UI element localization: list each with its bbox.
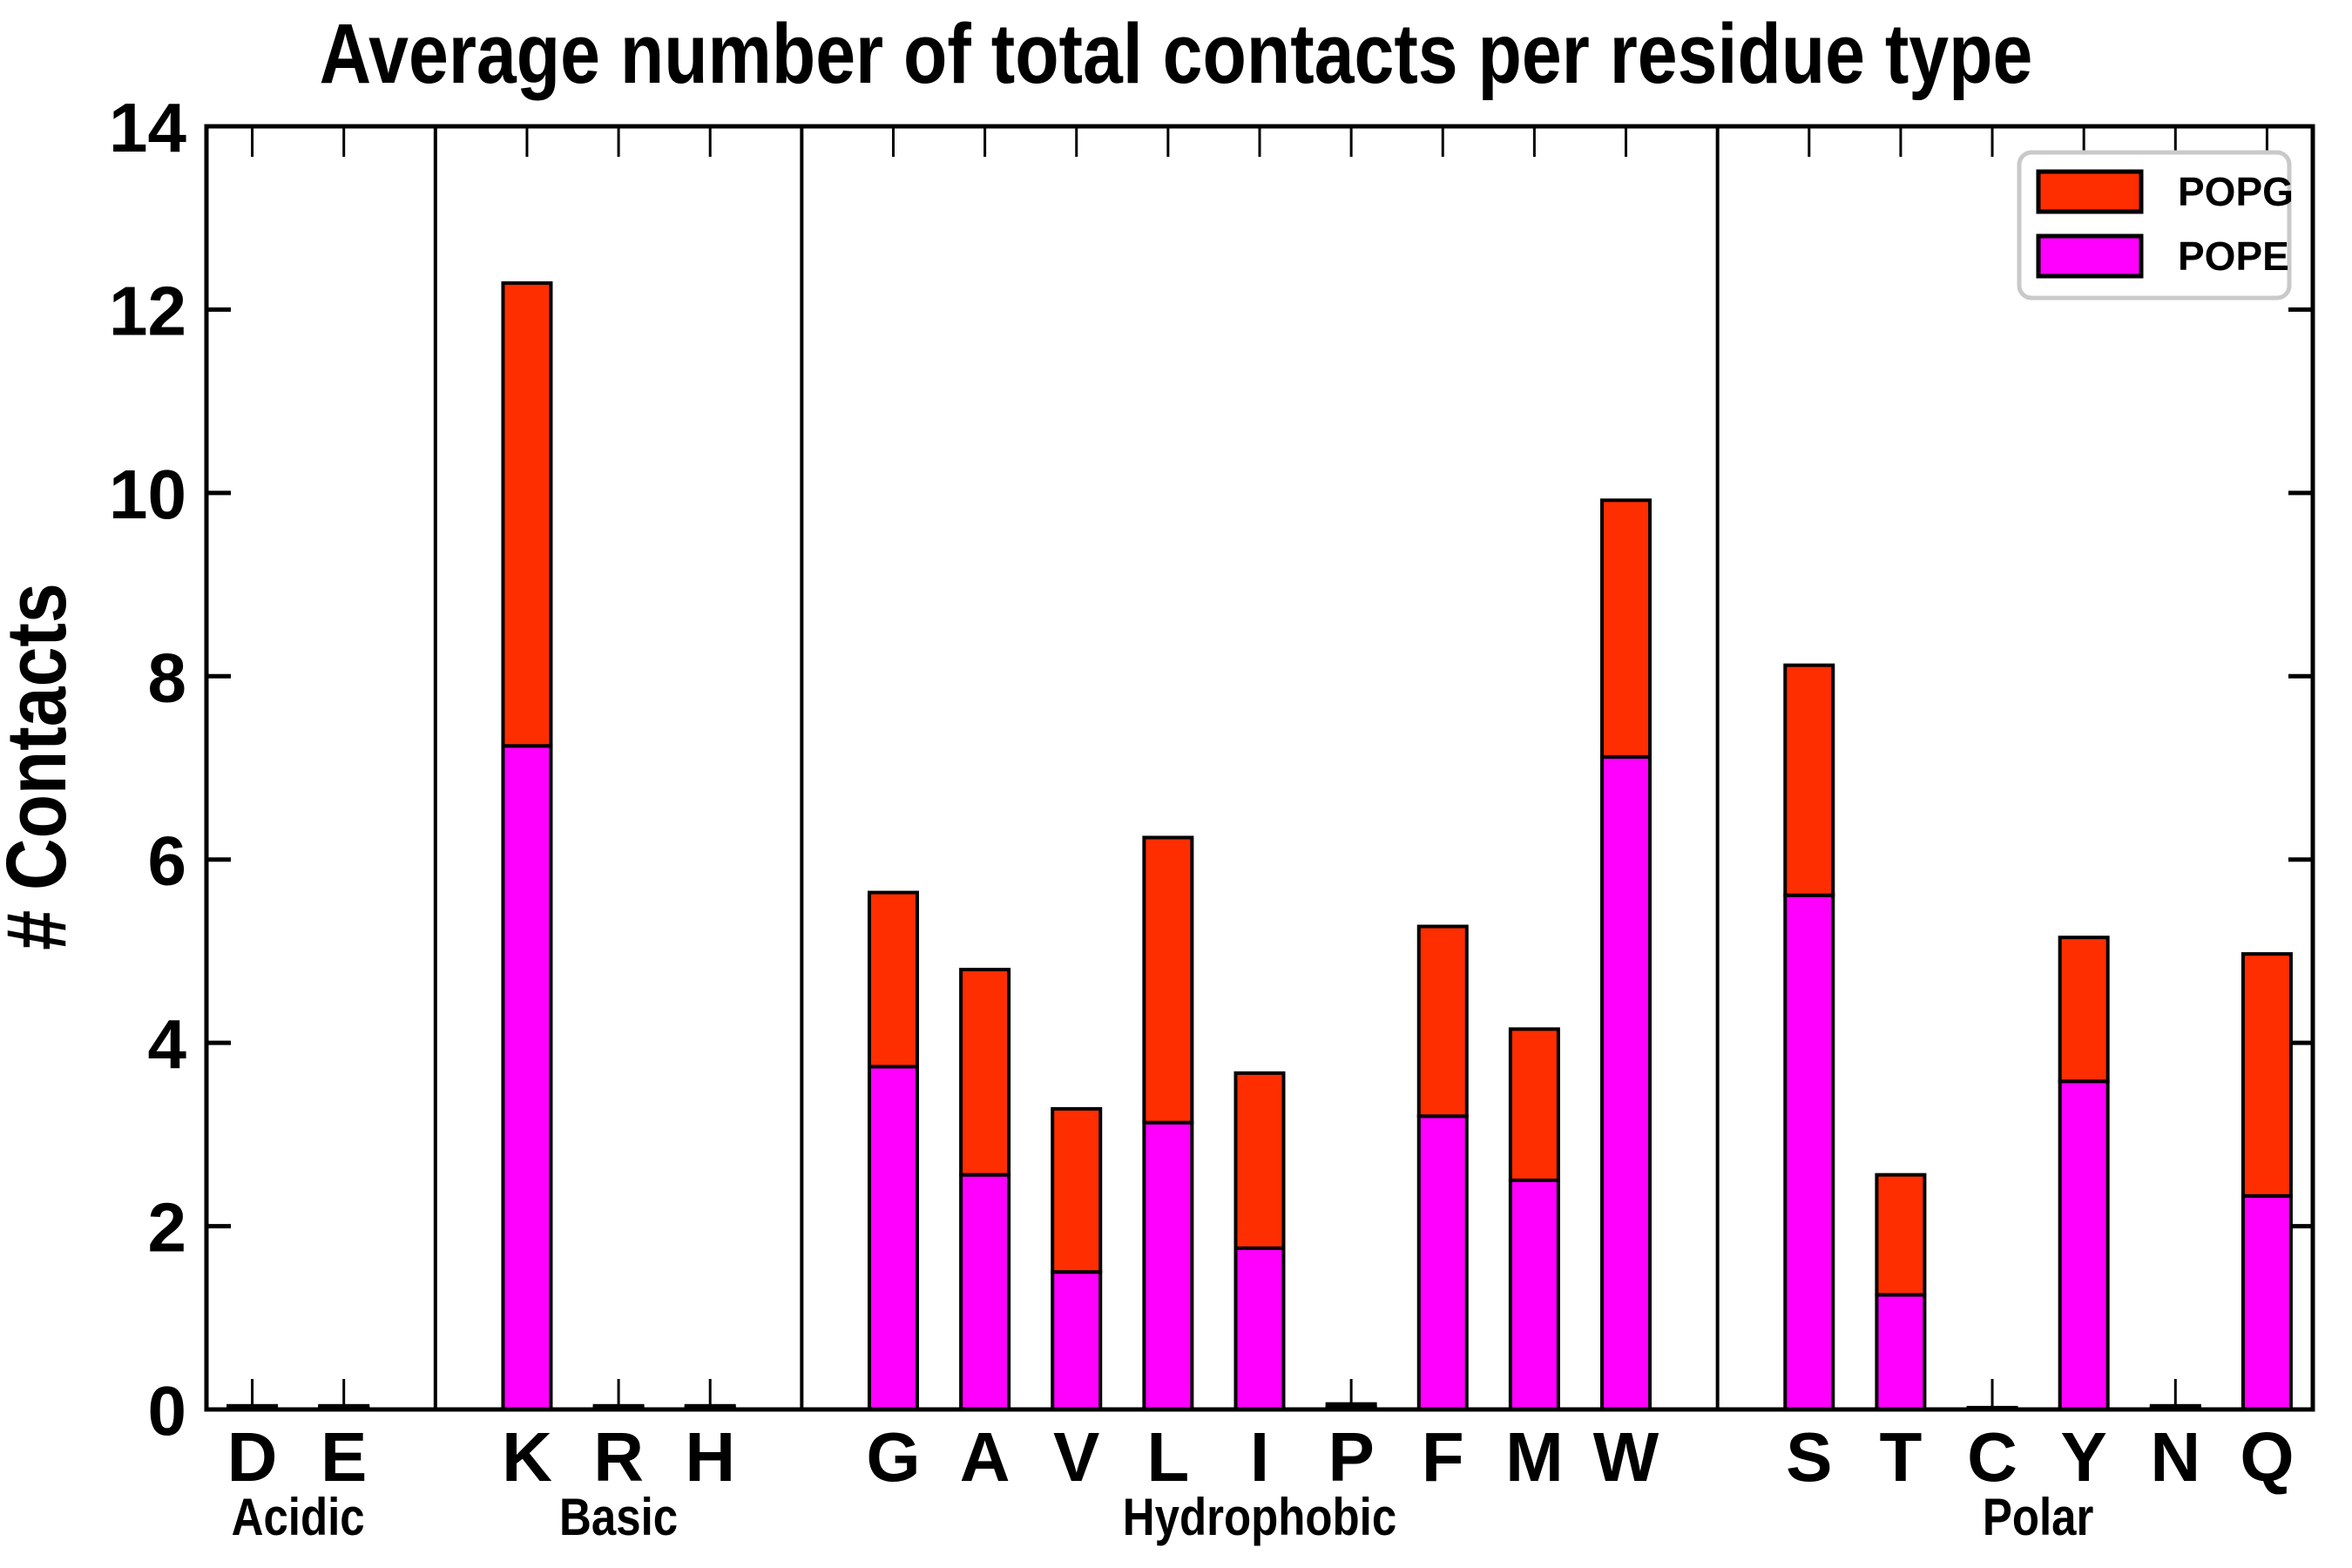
y-axis-label: # Contacts [0, 583, 84, 950]
bar-Y-popg [2058, 936, 2110, 1084]
bar-Q-pope [2240, 1193, 2293, 1411]
bar-F-pope [1416, 1114, 1469, 1412]
bar-G-pope [867, 1064, 919, 1411]
bar-T-popg [1875, 1173, 1927, 1297]
x-category-label-A: A [960, 1418, 1010, 1496]
y-tick-label: 8 [148, 639, 187, 716]
bar-L-popg [1142, 835, 1194, 1125]
bar-Y-pope [2058, 1079, 2110, 1412]
x-category-label-H: H [685, 1418, 735, 1496]
x-category-label-R: R [593, 1418, 644, 1496]
x-category-label-F: F [1422, 1418, 1464, 1496]
y-tick-label: 14 [109, 89, 186, 166]
legend-swatch-pope [2036, 233, 2144, 279]
y-tick-label: 12 [109, 272, 186, 349]
x-category-label-E: E [321, 1418, 367, 1496]
y-tick-label: 10 [109, 456, 186, 533]
x-category-label-M: M [1505, 1418, 1564, 1496]
bar-K-pope [501, 744, 553, 1411]
y-tick-label: 4 [148, 1005, 187, 1083]
x-category-label-N: N [2150, 1418, 2200, 1496]
group-label-acidic: Acidic [232, 1488, 365, 1546]
x-category-label-P: P [1328, 1418, 1374, 1496]
x-category-label-W: W [1593, 1418, 1659, 1496]
bar-G-popg [867, 890, 919, 1069]
group-label-polar: Polar [1983, 1488, 2094, 1546]
x-category-label-K: K [502, 1418, 552, 1496]
y-tick-label: 2 [148, 1189, 187, 1267]
bar-Q-popg [2240, 952, 2293, 1198]
x-category-label-C: C [1967, 1418, 2017, 1496]
x-category-label-T: T [1879, 1418, 1922, 1496]
bar-S-popg [1783, 663, 1835, 897]
x-category-label-L: L [1146, 1418, 1189, 1496]
plot-frame [204, 124, 2315, 1412]
legend-label-popg: POPG [2178, 169, 2294, 214]
bar-S-pope [1783, 893, 1835, 1411]
y-tick-label: 0 [148, 1372, 187, 1450]
bar-W-popg [1600, 498, 1652, 759]
bar-T-pope [1875, 1293, 1927, 1412]
x-category-label-G: G [866, 1418, 920, 1496]
bar-I-popg [1233, 1071, 1286, 1250]
x-category-label-D: D [227, 1418, 278, 1496]
bar-P-popg [1325, 1402, 1377, 1409]
bar-V-popg [1051, 1106, 1103, 1274]
bar-I-pope [1233, 1246, 1286, 1412]
bar-L-pope [1142, 1120, 1194, 1412]
bar-K-popg [501, 280, 553, 748]
legend-swatch-popg [2036, 169, 2144, 214]
bar-M-popg [1508, 1027, 1560, 1182]
x-category-label-Y: Y [2060, 1418, 2106, 1496]
bar-V-pope [1051, 1270, 1103, 1412]
legend-label-pope: POPE [2178, 233, 2289, 279]
bar-A-popg [959, 967, 1011, 1177]
x-category-label-V: V [1053, 1418, 1099, 1496]
x-category-label-S: S [1786, 1418, 1832, 1496]
plot-area: 0 2 4 6 8 10 12 14 D E K R H G A V L I P F M W S T C Y N Q Acidic Bas… [109, 89, 2315, 1546]
y-tick-label: 6 [148, 822, 187, 900]
bar-W-pope [1600, 754, 1652, 1411]
bar-A-pope [959, 1173, 1011, 1412]
chart-title: Average number of total contacts per res… [320, 8, 2033, 102]
bar-M-pope [1508, 1178, 1560, 1411]
legend: POPG POPE [2017, 150, 2294, 301]
group-label-hydrophobic: Hydrophobic [1123, 1488, 1396, 1546]
x-category-label-I: I [1250, 1418, 1269, 1496]
x-category-label-Q: Q [2240, 1418, 2294, 1496]
group-label-basic: Basic [559, 1488, 678, 1546]
bar-F-popg [1416, 924, 1469, 1119]
